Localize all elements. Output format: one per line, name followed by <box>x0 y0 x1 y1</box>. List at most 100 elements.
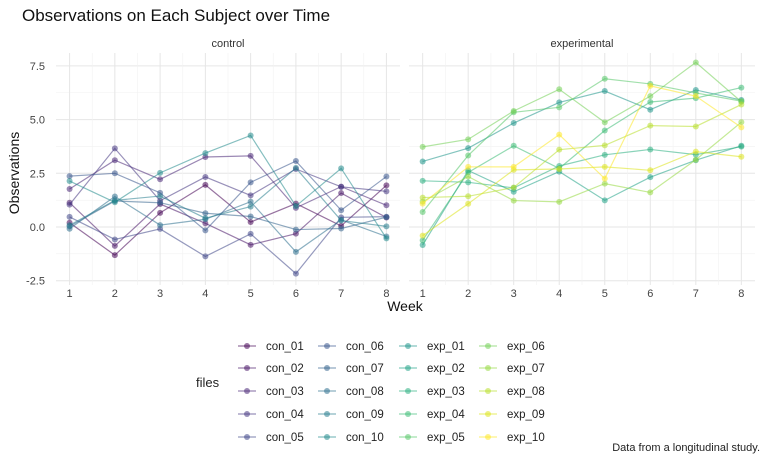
legend-key-point <box>244 411 250 417</box>
legend-key-point <box>244 343 250 349</box>
data-point-con_09 <box>157 193 164 200</box>
legend-item-exp_05: exp_05 <box>399 432 465 444</box>
data-point-exp_07 <box>465 173 472 180</box>
data-point-con_09 <box>292 164 299 171</box>
data-point-con_07 <box>292 226 299 233</box>
y-tick-label: 2.5 <box>30 168 45 180</box>
legend-key-point <box>244 365 250 371</box>
data-point-con_06 <box>202 227 209 234</box>
series-line-con_02 <box>69 192 387 247</box>
y-tick-label: 5.0 <box>30 115 45 127</box>
data-point-exp_07 <box>692 156 699 163</box>
x-tick-label: 3 <box>511 288 517 300</box>
series-line-con_09 <box>69 167 387 227</box>
data-point-exp_03 <box>419 177 426 184</box>
data-point-con_09 <box>247 203 254 210</box>
x-tick-label: 2 <box>465 288 471 300</box>
data-point-con_09 <box>202 215 209 222</box>
data-point-con_06 <box>66 173 73 180</box>
data-point-exp_05 <box>419 208 426 215</box>
legend-key-point <box>485 434 491 440</box>
legend-item-con_02: con_02 <box>238 363 304 375</box>
data-point-con_07 <box>338 225 345 232</box>
legend-label: con_06 <box>346 341 384 353</box>
series-line-exp_01 <box>422 89 742 163</box>
legend-item-exp_10: exp_10 <box>479 432 545 444</box>
legend-key-point <box>485 343 491 349</box>
data-point-con_03 <box>247 152 254 159</box>
data-point-exp_05 <box>601 75 608 82</box>
series-line-exp_07 <box>422 121 742 203</box>
data-point-exp_07 <box>647 189 654 196</box>
series-line-exp_09 <box>422 150 742 237</box>
data-point-exp_08 <box>738 101 745 108</box>
legend-key-point <box>324 434 330 440</box>
legend-label: con_08 <box>346 386 384 398</box>
legend-key-point <box>485 365 491 371</box>
legend-item-exp_03: exp_03 <box>399 386 465 398</box>
data-point-con_10 <box>338 165 345 172</box>
series-con_10 <box>66 132 390 242</box>
legend-label: con_09 <box>346 409 384 421</box>
series-exp_08 <box>419 101 745 201</box>
legend-label: con_07 <box>346 363 384 375</box>
legend-label: exp_10 <box>507 432 545 444</box>
data-point-con_09 <box>383 223 390 230</box>
data-point-exp_08 <box>419 194 426 201</box>
x-tick-label: 8 <box>738 288 744 300</box>
series-con_06 <box>66 158 390 234</box>
data-point-exp_03 <box>738 143 745 150</box>
legend-item-exp_07: exp_07 <box>479 363 545 375</box>
data-point-exp_02 <box>601 197 608 204</box>
x-tick-label: 6 <box>293 288 299 300</box>
data-point-con_01 <box>383 182 390 189</box>
legend-key-point <box>244 388 250 394</box>
legend-label: con_04 <box>266 409 304 421</box>
legend-key-point <box>405 411 411 417</box>
series-line-con_06 <box>69 160 387 232</box>
data-point-exp_06 <box>692 59 699 66</box>
legend-item-con_06: con_06 <box>318 341 384 353</box>
legend-label: exp_05 <box>427 432 465 444</box>
data-point-exp_04 <box>601 127 608 134</box>
data-point-con_06 <box>292 158 299 165</box>
legend-label: exp_03 <box>427 386 465 398</box>
data-point-con_04 <box>202 173 209 180</box>
x-tick-label: 2 <box>112 288 118 300</box>
legend-item-con_05: con_05 <box>238 432 304 444</box>
data-point-con_04 <box>111 145 118 152</box>
legend-key-point <box>405 388 411 394</box>
data-point-exp_10 <box>556 131 563 138</box>
series-line-exp_02 <box>422 145 742 246</box>
data-point-con_09 <box>66 222 73 229</box>
legend-title: files <box>196 375 220 390</box>
data-point-exp_06 <box>647 93 654 100</box>
data-point-exp_09 <box>419 232 426 239</box>
data-point-exp_08 <box>465 193 472 200</box>
data-point-exp_07 <box>510 197 517 204</box>
data-point-exp_06 <box>510 108 517 114</box>
series-line-exp_03 <box>422 146 742 189</box>
data-point-con_10 <box>111 199 118 206</box>
chart-title: Observations on Each Subject over Time <box>22 6 330 25</box>
legend-item-con_04: con_04 <box>238 409 304 421</box>
series-line-exp_10 <box>422 85 742 205</box>
legend-label: exp_09 <box>507 409 545 421</box>
data-point-exp_07 <box>556 198 563 205</box>
y-tick-label: 7.5 <box>30 61 45 73</box>
series-line-con_05 <box>69 216 387 275</box>
data-point-con_10 <box>383 235 390 242</box>
legend-item-exp_06: exp_06 <box>479 341 545 353</box>
series-line-con_10 <box>69 134 387 239</box>
x-tick-label: 4 <box>556 288 562 300</box>
legend-label: exp_06 <box>507 341 545 353</box>
legend-item-exp_09: exp_09 <box>479 409 545 421</box>
data-point-con_07 <box>157 199 164 206</box>
series-line-con_08 <box>69 195 387 253</box>
data-point-exp_08 <box>510 184 517 191</box>
data-point-exp_08 <box>647 122 654 129</box>
legend-item-con_10: con_10 <box>318 432 384 444</box>
data-point-exp_09 <box>556 166 563 172</box>
chart-caption: Data from a longitudinal study. <box>612 442 760 454</box>
